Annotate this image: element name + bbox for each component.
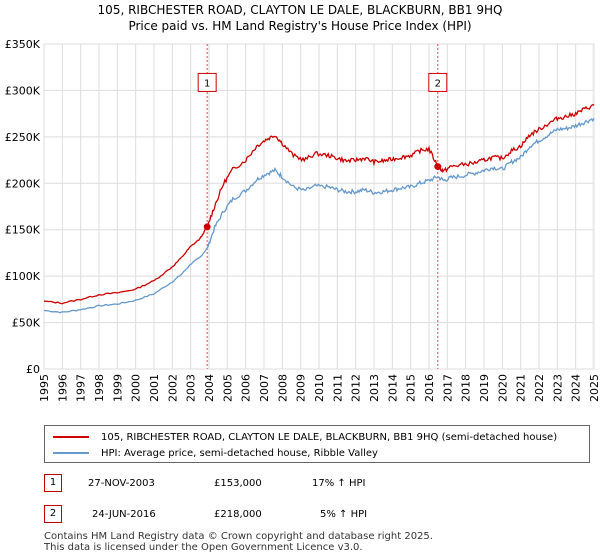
- x-tick-label: 1995: [38, 374, 51, 402]
- sale-point: [203, 223, 211, 231]
- sale-label-box: [197, 72, 217, 92]
- chart-title-line2: Price paid vs. HM Land Registry's House …: [128, 19, 472, 33]
- gridlines: [43, 43, 595, 370]
- y-tick-label: £350K: [5, 38, 41, 51]
- y-tick-label: £50K: [12, 317, 41, 330]
- x-tick-label: 2020: [496, 374, 509, 402]
- x-tick-label: 2023: [551, 374, 564, 402]
- sale-point: [434, 163, 442, 171]
- transaction-date: 27-NOV-2003: [88, 478, 155, 489]
- x-tick-label: 2009: [295, 374, 308, 402]
- hpi-series-line: [43, 118, 595, 314]
- transaction-badge: 1: [44, 474, 62, 492]
- chart-title-line1: 105, RIBCHESTER ROAD, CLAYTON LE DALE, B…: [97, 3, 503, 17]
- x-tick-label: 2002: [166, 374, 179, 402]
- x-tick-label: 2019: [478, 374, 491, 402]
- footer-copyright: Contains HM Land Registry data © Crown c…: [44, 531, 433, 542]
- transaction-hpi: 5% ↑ HPI: [320, 509, 368, 520]
- x-tick-label: 2013: [368, 374, 381, 402]
- footer-licence: This data is licensed under the Open Gov…: [44, 542, 363, 553]
- x-tick-label: 2001: [148, 374, 161, 402]
- y-tick-label: £200K: [5, 177, 41, 190]
- legend: 105, RIBCHESTER ROAD, CLAYTON LE DALE, B…: [44, 425, 590, 463]
- legend-blue-line-icon: [53, 452, 89, 454]
- x-tick-label: 2015: [405, 374, 418, 402]
- transaction-badge: 2: [44, 505, 62, 523]
- x-tick-label: 1998: [93, 374, 106, 402]
- x-tick-label: 2012: [350, 374, 363, 402]
- x-tick-label: 2016: [423, 374, 436, 402]
- future-shading: [592, 44, 594, 369]
- price-chart: £0 £50K £100K £150K £200K £250K £300K £350K 199…: [5, 38, 600, 402]
- x-tick-label: 2004: [203, 374, 216, 402]
- transaction-date: 24-JUN-2016: [92, 509, 156, 520]
- x-tick-label: 2017: [441, 374, 454, 402]
- x-tick-label: 2024: [570, 374, 583, 402]
- legend-item-property: 105, RIBCHESTER ROAD, CLAYTON LE DALE, B…: [53, 429, 557, 445]
- x-tick-label: 2014: [386, 374, 399, 402]
- legend-property-label: 105, RIBCHESTER ROAD, CLAYTON LE DALE, B…: [101, 431, 558, 443]
- x-tick-label: 1997: [75, 374, 88, 402]
- x-tick-label: 2022: [533, 374, 546, 402]
- x-tick-label: 2008: [276, 374, 289, 402]
- sale-label-number: 2: [435, 78, 441, 89]
- x-tick-label: 2021: [515, 374, 528, 402]
- transaction-price: £153,000: [214, 478, 262, 489]
- x-tick-label: 2011: [331, 374, 344, 402]
- property-series-line: [43, 103, 595, 305]
- x-tick-label: 2010: [313, 374, 326, 402]
- y-axis-ticks: £0 £50K £100K £150K £200K £250K £300K £350K: [5, 38, 41, 376]
- x-tick-label: 2018: [460, 374, 473, 402]
- transaction-hpi: 17% ↑ HPI: [312, 478, 366, 489]
- legend-item-hpi: HPI: Average price, semi-detached house,…: [53, 445, 378, 461]
- y-tick-label: £300K: [5, 84, 41, 97]
- x-tick-label: 2006: [240, 374, 253, 402]
- legend-red-line-icon: [53, 436, 89, 438]
- x-tick-label: 2003: [185, 374, 198, 402]
- y-tick-label: £0: [26, 363, 40, 376]
- x-tick-label: 2005: [221, 374, 234, 402]
- sale-label-box: [428, 72, 448, 92]
- x-tick-label: 2000: [130, 374, 143, 402]
- x-axis-ticks: 1995 1996 1997 1998 1999 2000 2001 2002 2003 2004…: [38, 374, 600, 402]
- x-tick-label: 1996: [56, 374, 69, 402]
- legend-hpi-label: HPI: Average price, semi-detached house,…: [101, 447, 378, 459]
- x-tick-label: 2025: [588, 374, 600, 402]
- transaction-price: £218,000: [214, 509, 262, 520]
- y-tick-label: £100K: [5, 270, 41, 283]
- y-tick-label: £250K: [5, 131, 41, 144]
- x-tick-label: 1999: [111, 374, 124, 402]
- x-tick-label: 2007: [258, 374, 271, 402]
- sale-label-number: 1: [204, 78, 210, 89]
- y-tick-label: £150K: [5, 224, 41, 237]
- series-lines: [43, 103, 595, 314]
